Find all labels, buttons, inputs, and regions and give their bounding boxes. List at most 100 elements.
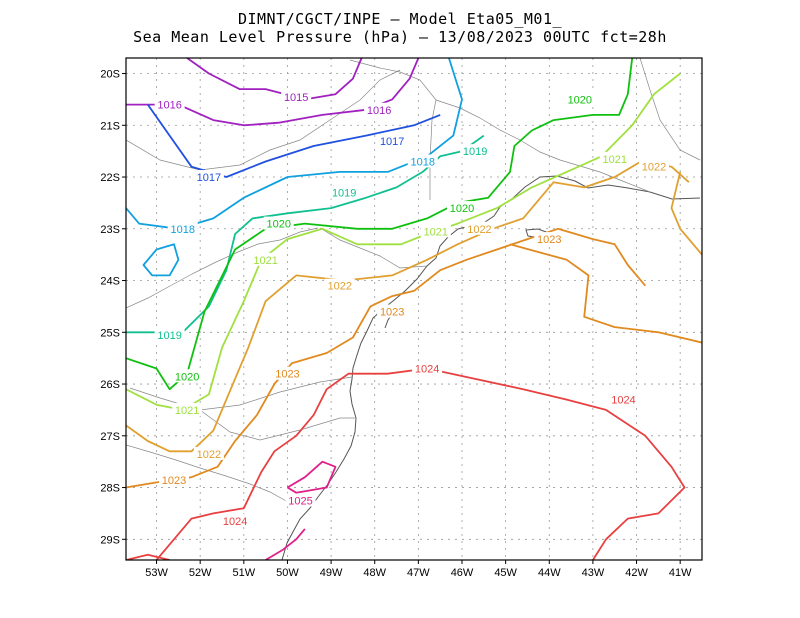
isobar-label-1021: 1021: [253, 255, 277, 267]
x-tick-label: 44W: [538, 567, 561, 579]
isobar-label-bg: [447, 201, 477, 215]
isobar-label-1019: 1019: [332, 188, 356, 200]
isobar-label-1020: 1020: [175, 371, 199, 383]
isobar-1025: [287, 460, 337, 494]
x-tick-label: 42W: [625, 567, 648, 579]
isobar-label-1020: 1020: [568, 94, 592, 106]
state-border-sc-rs: [199, 409, 355, 441]
x-tick-label: 47W: [407, 567, 430, 579]
isobar-label-bg: [154, 97, 185, 111]
isobar-label-bg: [154, 327, 185, 341]
x-tick-label: 53W: [145, 567, 168, 579]
isobar-label-1023: 1023: [380, 307, 404, 319]
x-tick-label: 45W: [494, 567, 517, 579]
y-tick-label: 22S: [100, 172, 120, 184]
isobar-1025: [265, 528, 306, 560]
map-title-line-2: Sea Mean Level Pressure (hPa) – 13/08/20…: [133, 28, 667, 46]
y-tick-label: 23S: [100, 224, 120, 236]
latitude-axis: 20S 21S 22S 23S 24S 25S 26S 27S 28S 29S: [100, 69, 126, 546]
isobar-label-bg: [167, 221, 198, 235]
isobar-label-1018: 1018: [170, 224, 194, 236]
y-tick-label: 26S: [100, 379, 120, 391]
state-border-mg-es: [639, 58, 701, 161]
isobar-label-1022: 1022: [467, 224, 491, 236]
y-tick-label: 21S: [100, 120, 120, 132]
isobar-label-1017: 1017: [380, 136, 404, 148]
isobar-label-1024: 1024: [611, 395, 635, 407]
isobar-label-bg: [460, 144, 491, 158]
isobar-label-bg: [272, 366, 303, 380]
x-tick-label: 52W: [189, 567, 212, 579]
y-tick-label: 25S: [100, 327, 120, 339]
y-tick-label: 20S: [100, 69, 120, 81]
isobar-label-bg: [172, 402, 203, 416]
isobar-label-bg: [193, 170, 224, 184]
map-frame: [125, 57, 703, 561]
isobar-label-bg: [250, 252, 281, 266]
x-tick-label: 49W: [320, 567, 343, 579]
isobar-1016: [126, 58, 420, 127]
isobar-label-1023: 1023: [275, 369, 299, 381]
isobar-label-bg: [329, 185, 360, 199]
isobar-label-1021: 1021: [424, 226, 448, 238]
isobar-label-1021: 1021: [175, 405, 199, 417]
isobar-label-bg: [608, 392, 639, 406]
isobar-1023: [126, 227, 646, 489]
x-tick-label: 43W: [582, 567, 605, 579]
isobar-label-bg: [285, 493, 316, 507]
state-border-mg-rj: [435, 99, 651, 193]
isobar-label-1020: 1020: [450, 203, 474, 215]
isobar-label-bg: [412, 361, 443, 375]
isobar-label-bg: [281, 89, 312, 103]
x-tick-label: 46W: [451, 567, 474, 579]
isobar-label-bg: [599, 151, 630, 165]
isobar-label-1025: 1025: [288, 495, 312, 507]
isobar-label-bg: [193, 446, 224, 460]
isobar-label-bg: [263, 216, 294, 230]
isobar-1024: [155, 367, 686, 560]
x-tick-label: 41W: [669, 567, 692, 579]
isobar-label-bg: [172, 369, 203, 383]
x-tick-label: 51W: [233, 567, 256, 579]
isobar-label-1019: 1019: [463, 146, 487, 158]
isobar-1024: [126, 553, 170, 560]
border-paraguay: [126, 227, 319, 309]
isobar-label-1023: 1023: [162, 475, 186, 487]
isobar-label-1016: 1016: [367, 105, 391, 117]
state-border-ms: [126, 69, 401, 171]
y-tick-label: 29S: [100, 534, 120, 546]
isobar-label-bg: [377, 133, 408, 147]
y-tick-label: 28S: [100, 483, 120, 495]
isobar-label-1015: 1015: [284, 92, 308, 104]
isobar-1020: [126, 58, 634, 391]
y-tick-label: 24S: [100, 276, 120, 288]
y-tick-label: 27S: [100, 431, 120, 443]
isobar-label-bg: [464, 221, 495, 235]
isobar-label-1021: 1021: [602, 154, 626, 166]
isobar-label-bg: [377, 304, 408, 318]
isobar-label-1019: 1019: [157, 330, 181, 342]
isobar-label-bg: [420, 224, 451, 238]
isobar-label-bg: [639, 159, 669, 173]
isobar-label-1024: 1024: [223, 516, 247, 528]
isobar-label-1023: 1023: [537, 234, 561, 246]
isobar-label-bg: [220, 514, 251, 528]
isobar-label-1024: 1024: [415, 364, 439, 376]
isobar-label-1018: 1018: [410, 157, 434, 169]
state-border-pr-sp: [319, 227, 428, 269]
isobar-label-bg: [159, 472, 189, 486]
isobar-label-layer: 1015 1016 1016 1017 1017 1018 1018 1019 1019 1019…: [154, 89, 669, 528]
isobar-1023: [509, 243, 702, 344]
x-tick-label: 48W: [363, 567, 386, 579]
isobar-label-bg: [407, 154, 438, 168]
isobar-label-bg: [534, 232, 565, 246]
longitude-axis: 53W 52W 51W 50W 49W 48W 47W 46W 45W 44W 43W 42W 41W: [145, 560, 692, 579]
map-background: [126, 58, 702, 560]
isobar-label-1016: 1016: [157, 100, 181, 112]
map-title-line-1: DIMNT/CGCT/INPE – Model Eta05_M01_: [237, 10, 563, 28]
isobar-label-bg: [564, 92, 595, 106]
isobar-1022: [126, 160, 690, 453]
isobar-label-1022: 1022: [197, 449, 221, 461]
coastline: [281, 175, 701, 560]
coastline-layer: [126, 58, 701, 560]
